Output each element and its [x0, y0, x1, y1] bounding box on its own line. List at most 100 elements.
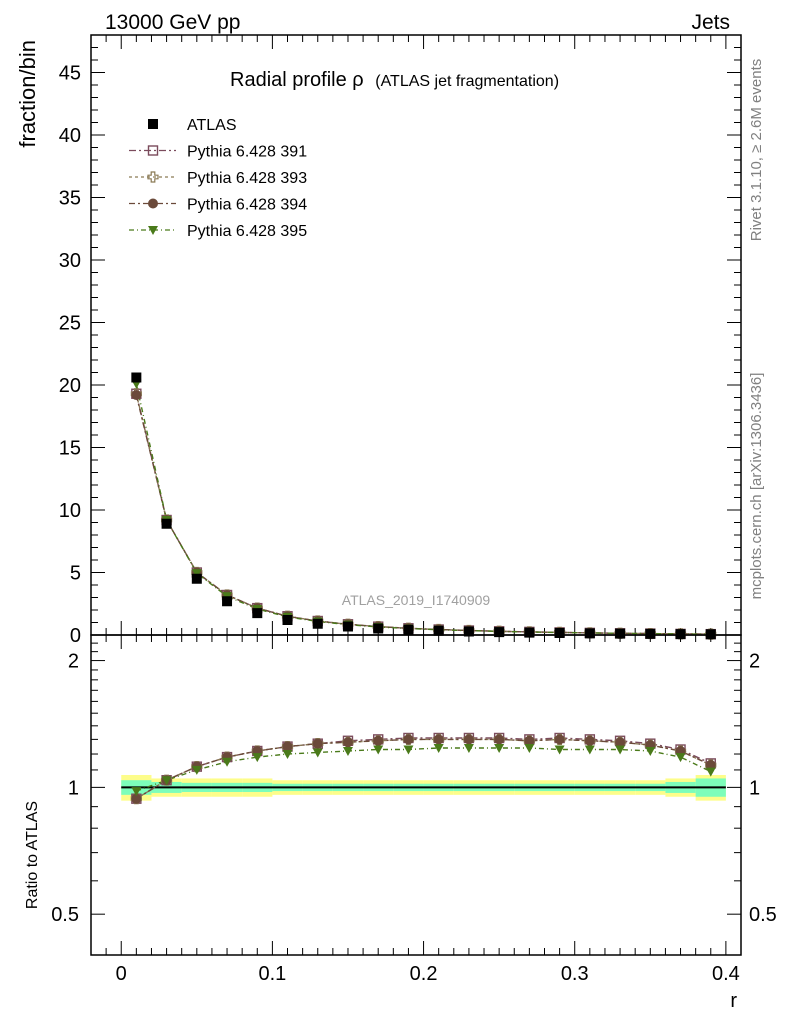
- ratio-point-p394: [373, 735, 384, 746]
- point-atlas: [675, 629, 686, 640]
- ratio-point-p394: [705, 760, 716, 771]
- ratio-point-p395: [342, 746, 353, 756]
- ratio-point-p395: [675, 753, 686, 763]
- ratio-point-p395: [494, 744, 505, 754]
- x-tick-label: 0: [116, 963, 127, 985]
- side-text-bottom: mcplots.cern.ch [arXiv:1306.3436]: [748, 373, 765, 600]
- ratio-line-p394: [135, 738, 712, 800]
- y-axis-label: fraction/bin: [15, 40, 40, 148]
- point-atlas: [191, 573, 202, 584]
- point-atlas: [463, 626, 474, 637]
- side-text-top: Rivet 3.1.10, ≥ 2.6M events: [748, 59, 765, 242]
- y-tick-label: 20: [59, 375, 81, 397]
- header-right: Jets: [691, 11, 730, 34]
- x-tick-label: 0.1: [258, 963, 286, 985]
- legend-label-p393: Pythia 6.428 393: [187, 170, 307, 187]
- ratio-point-p395: [645, 746, 656, 756]
- y-tick-label: 10: [59, 500, 81, 522]
- point-atlas: [252, 608, 263, 619]
- ratio-point-p394: [403, 734, 414, 745]
- y-tick-label: 25: [59, 313, 81, 335]
- watermark: ATLAS_2019_I1740909: [342, 592, 491, 608]
- ratio-point-p394: [342, 737, 353, 748]
- point-atlas: [373, 623, 384, 634]
- ratio-y-tick-label-right: 2: [749, 651, 760, 673]
- ratio-point-p395: [373, 745, 384, 755]
- ratio-point-p394: [463, 734, 474, 745]
- legend-marker-p394: [148, 198, 158, 209]
- ratio-point-p394: [615, 737, 626, 748]
- point-p394: [131, 390, 142, 400]
- ratio-y-axis-label: Ratio to ATLAS: [24, 801, 41, 909]
- ratio-point-p394: [584, 735, 595, 746]
- point-atlas: [584, 628, 595, 639]
- ratio-y-tick-label: 2: [68, 651, 79, 673]
- point-atlas: [282, 615, 293, 625]
- ratio-point-p395: [131, 787, 142, 797]
- y-tick-label: 15: [59, 438, 81, 460]
- y-tick-label: 40: [59, 125, 81, 147]
- ratio-y-tick-label-right: 1: [749, 777, 760, 799]
- ratio-point-p395: [433, 744, 444, 754]
- point-atlas: [342, 621, 353, 632]
- x-tick-label: 0.3: [561, 963, 589, 985]
- ratio-point-p394: [131, 793, 142, 804]
- ratio-point-p395: [191, 765, 202, 775]
- ratio-point-p395: [584, 745, 595, 755]
- legend-marker-p393: [147, 171, 159, 183]
- point-atlas: [161, 518, 172, 529]
- legend-label-p394: Pythia 6.428 394: [187, 197, 307, 214]
- y-tick-label: 35: [59, 188, 81, 210]
- ratio-point-p394: [524, 735, 535, 746]
- ratio-frame: [90, 634, 742, 956]
- legend-marker-p395: [148, 226, 158, 235]
- ratio-y-tick-label: 0.5: [51, 904, 79, 926]
- legend-marker-atlas: [148, 119, 158, 129]
- chart-title: Radial profile ρ (ATLAS jet fragmentatio…: [230, 69, 559, 91]
- legend-label-p391: Pythia 6.428 391: [187, 144, 307, 161]
- legend-label-atlas: ATLAS: [187, 117, 237, 134]
- header-left: 13000 GeV pp: [105, 11, 240, 34]
- legend-marker-p391: [147, 145, 159, 156]
- ratio-point-p395: [524, 744, 535, 754]
- x-tick-label: 0.2: [410, 963, 438, 985]
- point-atlas: [312, 618, 323, 629]
- ratio-point-p394: [554, 734, 565, 745]
- x-axis-label: r: [730, 990, 737, 1012]
- ratio-point-p395: [705, 767, 716, 777]
- ratio-panel: 0.5 0.5 1 1 2 2 Ratio to ATLAS 0 0.1 0.2 0.3 0.4 r: [24, 634, 777, 1012]
- ratio-point-p395: [463, 744, 474, 754]
- point-atlas: [554, 628, 565, 638]
- ratio-point-p395: [252, 753, 263, 763]
- ratio-point-p395: [403, 745, 414, 755]
- point-atlas: [403, 624, 414, 635]
- ratio-point-p395: [615, 745, 626, 755]
- ratio-point-p395: [282, 750, 293, 760]
- ratio-point-p395: [161, 776, 172, 786]
- ratio-point-p394: [312, 738, 323, 749]
- ratio-point-p394: [494, 734, 505, 745]
- point-atlas: [645, 628, 656, 639]
- chart-title-sub: (ATLAS jet fragmentation): [375, 73, 559, 90]
- x-tick-label: 0.4: [712, 963, 740, 985]
- point-atlas: [494, 627, 505, 638]
- ratio-y-tick-label: 1: [68, 777, 79, 799]
- ratio-point-p395: [554, 745, 565, 755]
- point-atlas: [433, 625, 444, 636]
- y-tick-label: 0: [70, 625, 81, 647]
- ratio-y-tick-label-right: 0.5: [749, 904, 777, 926]
- main-panel: 0 5 10 15 20 25 30 35 40 45 fraction/bin ATLAS Pythi…: [15, 34, 742, 647]
- point-atlas: [615, 628, 626, 639]
- ratio-point-p394: [282, 741, 293, 752]
- point-p395: [191, 569, 202, 579]
- y-tick-label: 45: [59, 63, 81, 85]
- y-tick-label: 5: [70, 563, 81, 585]
- legend-label-p395: Pythia 6.428 395: [187, 223, 307, 240]
- y-tick-label: 30: [59, 250, 81, 272]
- point-atlas: [524, 627, 535, 638]
- point-atlas: [222, 596, 233, 607]
- chart-title-main: Radial profile ρ: [230, 69, 364, 91]
- ratio-point-p395: [312, 748, 323, 758]
- ratio-point-p395: [222, 757, 233, 767]
